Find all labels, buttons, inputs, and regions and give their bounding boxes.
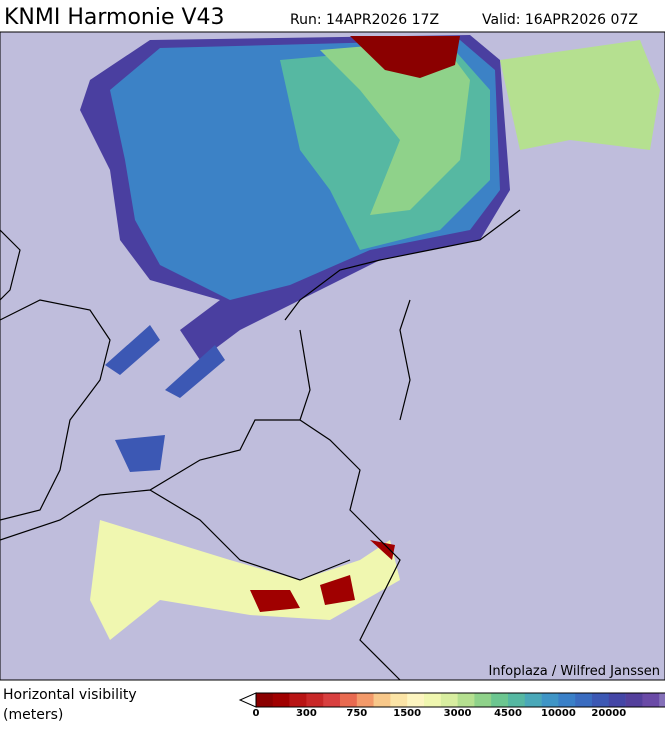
colorbar-swatch	[642, 693, 660, 707]
credit: Infoplaza / Wilfred Janssen	[488, 664, 660, 679]
coastlines-borders	[0, 209, 521, 681]
fog-south	[90, 520, 400, 640]
colorbar-swatch	[575, 693, 593, 707]
colorbar-swatch	[390, 693, 408, 707]
colorbar-swatch	[289, 693, 307, 707]
colorbar-swatch	[524, 693, 542, 707]
colorbar-swatch	[272, 693, 290, 707]
colorbar-swatch	[558, 693, 576, 707]
colorbar-swatch	[625, 693, 643, 707]
colorbar-swatch	[508, 693, 526, 707]
colorbar-outline	[255, 692, 665, 708]
colorbar-swatch	[356, 693, 374, 707]
colorbar-swatch	[659, 693, 665, 707]
fog-patches	[105, 325, 225, 472]
legend: Horizontal visibility (meters) 0 300 750 15…	[3, 687, 665, 723]
colorbar-swatch	[323, 693, 341, 707]
colorbar-swatch	[256, 693, 274, 707]
colorbar-tick-label: 0	[253, 708, 260, 719]
colorbar-tick-label: 4500	[494, 708, 522, 719]
fog-dense	[350, 36, 460, 78]
valid-time: Valid: 16APR2026 07Z	[482, 12, 638, 28]
legend-label: Horizontal visibility	[3, 687, 137, 703]
colorbar-tick-label: 20000	[591, 708, 626, 719]
legend-label: (meters)	[3, 707, 63, 723]
fog-northeast	[500, 40, 660, 150]
run-time: Run: 14APR2026 17Z	[290, 12, 439, 28]
title: KNMI Harmonie V43	[4, 5, 225, 30]
colorbar-swatch	[457, 693, 475, 707]
colorbar-swatch	[491, 693, 509, 707]
colorbar-swatch	[340, 693, 358, 707]
colorbar-tick-label: 750	[346, 708, 367, 719]
colorbar-tick-label: 300	[296, 708, 317, 719]
colorbar-swatch	[541, 693, 559, 707]
fog-south-dense	[250, 540, 395, 612]
colorbar-swatch	[440, 693, 458, 707]
colorbar-tick-label: 10000	[541, 708, 576, 719]
colorbar-swatch	[592, 693, 610, 707]
colorbar-swatch	[306, 693, 324, 707]
colorbar-swatch	[424, 693, 442, 707]
colorbar-tick-label: 3000	[444, 708, 472, 719]
map: Infoplaza / Wilfred Janssen	[0, 31, 665, 681]
colorbar-tick-label: 1500	[393, 708, 421, 719]
fog-green	[320, 40, 470, 215]
colorbar-swatch	[407, 693, 425, 707]
colorbar-swatch	[373, 693, 391, 707]
colorbar-swatch	[474, 693, 492, 707]
colorbar-swatch	[608, 693, 626, 707]
